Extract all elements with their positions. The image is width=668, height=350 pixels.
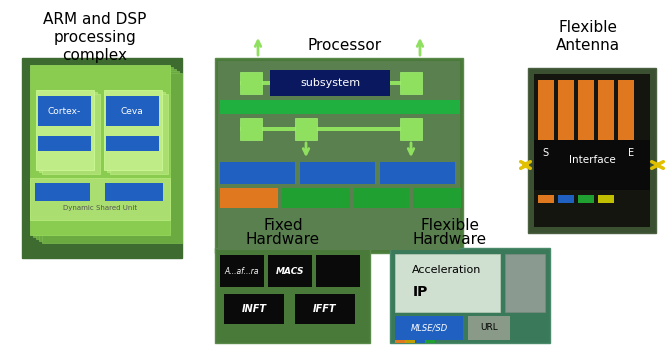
Bar (295, 118, 317, 140)
Bar (405, 340, 415, 343)
Bar (33, 67, 173, 237)
Bar (42, 94, 100, 174)
Bar (558, 195, 574, 203)
Bar (30, 178, 170, 220)
Bar (240, 118, 262, 140)
Bar (220, 255, 264, 287)
Bar (534, 140, 650, 190)
Text: Processor: Processor (308, 38, 382, 53)
Bar (300, 162, 375, 184)
Bar (107, 92, 165, 172)
Text: ARM and DSP: ARM and DSP (43, 12, 147, 27)
Text: S: S (542, 148, 548, 158)
Bar (106, 96, 159, 126)
Text: complex: complex (63, 48, 128, 63)
Text: MACS: MACS (276, 266, 304, 275)
Bar (578, 80, 594, 180)
Bar (36, 90, 94, 170)
Text: Flexible: Flexible (420, 218, 480, 233)
Bar (538, 195, 554, 203)
Bar (240, 127, 422, 131)
Bar (354, 188, 409, 208)
Bar (390, 248, 550, 343)
Bar (415, 340, 425, 343)
Bar (598, 195, 614, 203)
Bar (413, 188, 461, 208)
Bar (468, 316, 510, 340)
Text: Interface: Interface (568, 155, 615, 165)
Bar (240, 81, 422, 85)
Text: Fixed: Fixed (263, 218, 303, 233)
Bar (505, 254, 545, 312)
Bar (395, 254, 500, 312)
Bar (110, 94, 168, 174)
Text: IFFT: IFFT (313, 304, 337, 314)
Bar (105, 183, 163, 201)
Bar (295, 294, 355, 324)
Bar (400, 72, 422, 94)
Text: URL: URL (480, 323, 498, 332)
Bar (215, 58, 463, 253)
Bar (220, 188, 278, 208)
Bar (30, 65, 170, 235)
Bar (598, 80, 614, 180)
Text: A...af...ra: A...af...ra (224, 266, 259, 275)
Bar (220, 100, 460, 114)
Bar (106, 136, 159, 151)
Bar (220, 162, 295, 184)
Bar (270, 70, 390, 96)
Bar (425, 340, 435, 343)
Text: processing: processing (53, 30, 136, 45)
Bar (538, 80, 554, 180)
Bar (39, 71, 179, 241)
Bar (22, 58, 182, 258)
Bar (215, 248, 370, 343)
Text: Flexible: Flexible (558, 20, 617, 35)
Bar (400, 118, 422, 140)
Text: Dynamic Shared Unit: Dynamic Shared Unit (63, 205, 137, 211)
Text: MLSE/SD: MLSE/SD (410, 323, 448, 332)
Bar (240, 72, 262, 94)
Bar (218, 61, 460, 250)
Bar (38, 96, 91, 126)
Bar (39, 92, 97, 172)
Bar (618, 80, 634, 180)
Bar (36, 69, 176, 239)
Bar (38, 136, 91, 151)
Bar (395, 316, 463, 340)
Bar (282, 188, 350, 208)
Bar (268, 255, 312, 287)
Text: E: E (628, 148, 634, 158)
Text: IP: IP (412, 285, 428, 299)
Bar (42, 73, 182, 243)
Bar (104, 90, 162, 170)
Bar (316, 255, 360, 287)
Bar (395, 340, 405, 343)
Text: Antenna: Antenna (556, 38, 620, 53)
Text: Ceva: Ceva (121, 106, 144, 116)
Bar (578, 195, 594, 203)
Bar (534, 74, 650, 227)
Text: subsystem: subsystem (300, 78, 360, 88)
Bar (528, 68, 656, 233)
Bar (558, 80, 574, 180)
Text: Hardware: Hardware (413, 232, 487, 247)
Text: Acceleration: Acceleration (412, 265, 482, 275)
Text: Hardware: Hardware (246, 232, 320, 247)
Bar (380, 162, 455, 184)
Text: Cortex-: Cortex- (47, 106, 81, 116)
Text: INFT: INFT (242, 304, 267, 314)
Bar (35, 183, 90, 201)
Bar (224, 294, 284, 324)
